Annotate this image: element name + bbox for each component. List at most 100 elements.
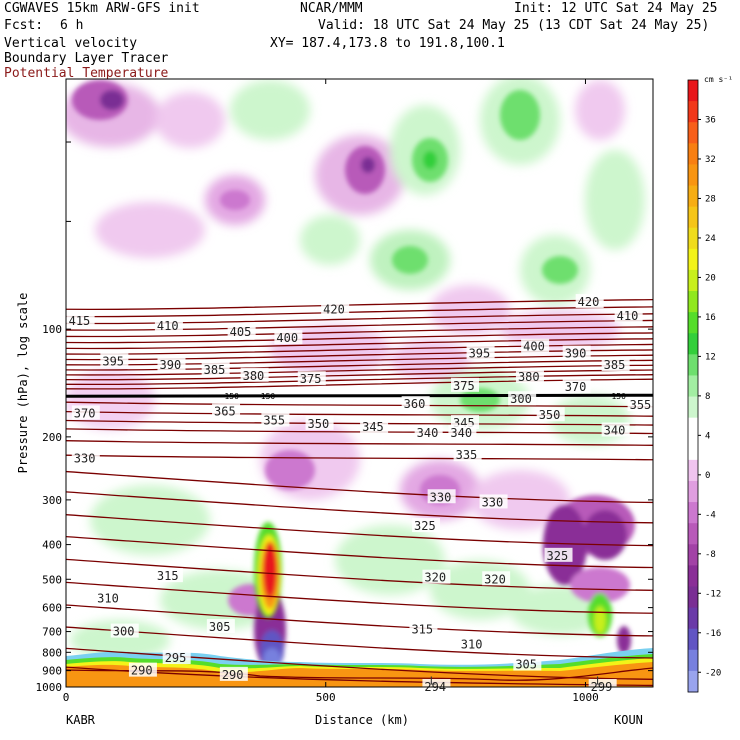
theta-contour	[66, 338, 653, 350]
theta-label: 360	[404, 397, 426, 411]
colorbar-label: -12	[705, 589, 721, 599]
theta-label: 325	[547, 549, 569, 563]
colorbar-label: 4	[705, 431, 710, 441]
colorbar-bin	[688, 628, 698, 651]
colorbar-bin	[688, 459, 698, 482]
theta-label-background	[162, 650, 191, 665]
theta-contour	[66, 332, 653, 344]
theta-label-background	[409, 621, 438, 636]
colorbar-label: 20	[705, 273, 716, 283]
theta-contour	[66, 410, 653, 417]
tropopause-label: 150	[261, 392, 276, 401]
theta-label-background	[414, 424, 443, 439]
theta-label-background	[588, 679, 617, 693]
theta-label: 300	[113, 625, 135, 639]
tropopause-label: 150	[224, 392, 239, 401]
theta-label-background	[201, 361, 230, 376]
fcst-label: Fcst:	[4, 18, 44, 33]
colorbar-bin	[688, 354, 698, 376]
colorbar-bin	[688, 649, 698, 672]
theta-label: 340	[604, 424, 626, 438]
init-time: Init: 12 UTC Sat 24 May 25	[514, 1, 718, 16]
theta-label-background	[297, 371, 326, 386]
theta-label-background	[154, 317, 183, 332]
colorbar-label: -4	[705, 510, 716, 520]
colorbar-bin	[688, 523, 698, 545]
valid-time: Valid: 18 UTC Sat 24 May 25 (13 CDT Sat …	[318, 18, 710, 33]
theta-label: 395	[469, 347, 491, 361]
theta-label-background	[128, 662, 157, 677]
theta-contour	[66, 343, 653, 355]
theta-label-background	[212, 403, 241, 418]
theta-label: 340	[450, 426, 472, 440]
theta-label-background	[458, 636, 487, 651]
colorbar-bin	[688, 185, 698, 208]
tropopause-line	[66, 393, 653, 398]
theta-label: 385	[204, 363, 226, 377]
y-tick-label: 100	[42, 323, 62, 336]
colorbar-label: -8	[705, 550, 716, 560]
theta-label-background	[157, 357, 186, 372]
theta-label-background	[412, 518, 441, 533]
theta-label: 300	[510, 392, 532, 406]
theta-label: 400	[523, 340, 545, 354]
theta-label-background	[240, 367, 269, 382]
theta-label-background	[100, 353, 129, 368]
colorbar-label: 28	[705, 194, 716, 204]
theta-label-background	[360, 419, 389, 434]
theta-label-background	[422, 569, 451, 584]
x-tick-label: 500	[316, 691, 336, 704]
low-label: L	[430, 675, 437, 688]
left-station-label: KABR	[66, 713, 96, 727]
theta-label-background	[274, 330, 303, 345]
colorbar-label: 0	[705, 471, 710, 481]
theta-label: 410	[617, 309, 639, 323]
theta-contour	[66, 359, 653, 371]
theta-contour	[66, 581, 653, 614]
field-vertical-velocity: Vertical velocity	[4, 36, 138, 51]
theta-label: 340	[417, 426, 439, 440]
tropopause-label: 150	[611, 392, 626, 401]
theta-label: 390	[160, 358, 182, 372]
theta-label-background	[515, 368, 544, 383]
theta-label-background	[71, 405, 100, 420]
y-tick-label: 400	[42, 539, 62, 552]
theta-label: 420	[323, 302, 345, 316]
colorbar-bin	[688, 438, 698, 461]
right-station-label: KOUN	[614, 713, 643, 727]
model-title: CGWAVES 15km ARW-GFS init	[4, 1, 200, 16]
theta-label: 290	[222, 668, 244, 682]
y-tick-label: 200	[42, 431, 62, 444]
theta-label-background	[110, 623, 139, 638]
y-tick-label: 800	[42, 646, 62, 659]
field-potential-temperature: Potential Temperature	[4, 66, 169, 81]
theta-label-background	[453, 447, 482, 462]
theta-label-background	[305, 415, 334, 430]
y-tick-label: 700	[42, 626, 62, 639]
theta-label-background	[66, 313, 95, 328]
colorbar-bin	[688, 586, 698, 609]
x-axis-label: Distance (km)	[315, 713, 409, 727]
theta-label: 335	[456, 448, 478, 462]
theta-label: 385	[604, 358, 626, 372]
theta-label: 365	[214, 405, 236, 419]
x-tick-label: 1000	[572, 691, 599, 704]
theta-label: 310	[97, 591, 119, 605]
theta-label: 390	[565, 347, 587, 361]
colorbar-label: -16	[705, 629, 721, 639]
colorbar-bin	[688, 269, 698, 292]
theta-label-background	[422, 679, 451, 693]
theta-label: 375	[300, 372, 322, 386]
theta-label-background	[427, 489, 456, 504]
theta-label-background	[562, 378, 591, 393]
theta-label: 295	[165, 651, 187, 665]
theta-label: 400	[276, 331, 298, 345]
theta-label: 315	[157, 569, 179, 583]
colorbar-label: 12	[705, 352, 716, 362]
colorbar-bin	[688, 607, 698, 630]
colorbar-label: 24	[705, 234, 716, 244]
colorbar-bin	[688, 375, 698, 398]
y-axis-label: Pressure (hPa), log scale	[16, 293, 30, 474]
velocity-shading	[66, 79, 653, 687]
theta-label: 380	[518, 370, 540, 384]
